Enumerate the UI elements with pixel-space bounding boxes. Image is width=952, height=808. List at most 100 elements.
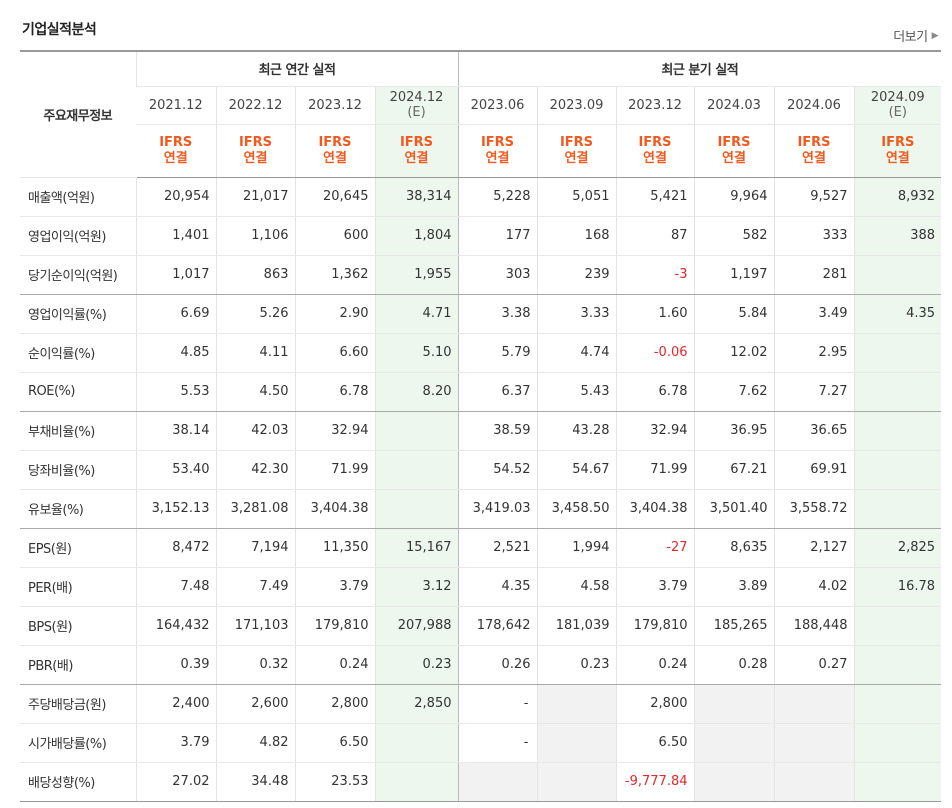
table-cell: 582 (693, 216, 774, 256)
table-row: 당좌비율(%) 53.40 42.30 71.99 54.52 54.67 71.99 67.… (20, 450, 942, 490)
table-cell (853, 684, 942, 724)
period-header: 2024.06 (773, 86, 854, 125)
table-cell (457, 762, 537, 802)
table-cell (536, 762, 616, 802)
table-body: 매출액(억원) 20,954 21,017 20,645 38,314 5,228 5,05… (20, 177, 942, 802)
table-cell: 3.79 (135, 723, 216, 763)
table-cell: 27.02 (135, 762, 216, 802)
table-cell: 7,194 (215, 528, 295, 568)
table-cell: 1.60 (615, 294, 694, 334)
period-year: 2024.03 (707, 97, 761, 113)
row-label: 순이익률(%) (20, 333, 136, 373)
table-cell: 5.26 (215, 294, 295, 334)
table-cell: 3.49 (773, 294, 854, 334)
table-cell: 23.53 (294, 762, 375, 802)
table-cell: 34.48 (215, 762, 295, 802)
table-cell: 168 (536, 216, 616, 256)
table-cell (773, 762, 854, 802)
period-header: 2023.09 (536, 86, 616, 125)
row-label: 시가배당률(%) (20, 723, 136, 763)
table-row: 당기순이익(억원) 1,017 863 1,362 1,955 303 239 -3 1,197… (20, 255, 942, 295)
table-cell: 15,167 (374, 528, 458, 568)
section-title: 기업실적분석 (22, 22, 97, 38)
table-cell: 6.50 (294, 723, 375, 763)
table-cell: 1,401 (135, 216, 216, 256)
basis-label: 연결 (643, 150, 667, 166)
period-header: 2023.06 (457, 86, 537, 125)
row-label: 부채비율(%) (20, 411, 136, 451)
period-header: 2024.03 (693, 86, 774, 125)
table-cell: 20,645 (294, 177, 375, 217)
estimate-marker: (E) (407, 105, 426, 120)
header-group-row: 주요재무정보 최근 연간 실적 최근 분기 실적 (20, 50, 942, 178)
period-year: 2023.12 (308, 97, 362, 113)
ifrs-label: IFRS (238, 134, 273, 150)
table-cell: 3.38 (457, 294, 537, 334)
table-row: 배당성향(%) 27.02 34.48 23.53 -9,777.84 (20, 762, 942, 802)
table-cell: 0.24 (294, 645, 375, 685)
table-cell: 2,521 (457, 528, 537, 568)
accounting-basis: IFRS 연결 (615, 124, 694, 178)
table-cell: 21,017 (215, 177, 295, 217)
table-cell (374, 762, 458, 802)
header-annual-group: 최근 연간 실적 (135, 50, 458, 87)
table-cell: 7.27 (773, 372, 854, 412)
period-header: 2023.12 (615, 86, 694, 125)
table-cell: 4.82 (215, 723, 295, 763)
ifrs-label: IFRS (638, 134, 672, 150)
table-cell: 178,642 (457, 606, 537, 646)
accounting-basis: IFRS 연결 (374, 124, 458, 178)
accounting-basis: IFRS 연결 (853, 124, 942, 178)
estimate-marker: (E) (888, 105, 907, 120)
table-cell (773, 684, 854, 724)
table-cell: 1,106 (215, 216, 295, 256)
period-year: 2021.12 (148, 97, 203, 113)
table-cell: 5.43 (536, 372, 616, 412)
table-cell (773, 723, 854, 763)
table-cell: 1,994 (536, 528, 616, 568)
table-cell: 3,501.40 (693, 489, 774, 529)
period-header: 2024.09 (E) (853, 86, 942, 125)
more-link[interactable]: 더보기 ▶ (893, 26, 938, 45)
table-cell: -27 (615, 528, 694, 568)
table-cell: 3,558.72 (773, 489, 854, 529)
ifrs-label: IFRS (717, 134, 751, 150)
table-cell (693, 762, 774, 802)
table-cell: 3.33 (536, 294, 616, 334)
table-cell: 171,103 (215, 606, 295, 646)
accounting-basis: IFRS 연결 (215, 124, 295, 178)
ifrs-label: IFRS (480, 134, 515, 150)
period-year: 2024.12 (389, 90, 444, 105)
table-cell: 2,127 (773, 528, 854, 568)
more-label: 더보기 (893, 30, 928, 45)
table-cell: 1,197 (693, 255, 774, 295)
table-cell: 177 (457, 216, 537, 256)
table-cell: 5,051 (536, 177, 616, 217)
table-row: 주당배당금(원) 2,400 2,600 2,800 2,850-2,800 (20, 684, 942, 724)
table-cell: 32.94 (615, 411, 694, 451)
table-cell (853, 333, 942, 373)
table-cell: 4.50 (215, 372, 295, 412)
table-cell: 2.90 (294, 294, 375, 334)
period-header: 2022.12 (215, 86, 295, 125)
table-cell (536, 684, 616, 724)
financial-summary-table: 주요재무정보 최근 연간 실적 최근 분기 실적 2021.12 2022.12 2… (20, 50, 942, 802)
table-cell: 42.30 (215, 450, 295, 490)
table-cell: 2,400 (135, 684, 216, 724)
table-cell: 53.40 (135, 450, 216, 490)
table-row: 부채비율(%) 38.14 42.03 32.94 38.59 43.28 32.94 36.… (20, 411, 942, 451)
table-cell: 0.32 (215, 645, 295, 685)
header-period-row: 2021.12 2022.12 2023.12 2024.12 (E) 2023.06 20… (20, 86, 942, 125)
table-cell: 2,600 (215, 684, 295, 724)
table-cell: 16.78 (853, 567, 942, 607)
table-cell: 0.39 (135, 645, 216, 685)
table-cell: 600 (294, 216, 375, 256)
table-cell: 179,810 (615, 606, 694, 646)
row-label: 주당배당금(원) (20, 684, 136, 724)
table-cell: 87 (615, 216, 694, 256)
header-basis-row: IFRS 연결 IFRS 연결 IFRS 연결 IFRS 연결 IFRS 연결 IFRS 연결 IFRS… (20, 124, 942, 178)
table-cell: 164,432 (135, 606, 216, 646)
table-cell: 0.26 (457, 645, 537, 685)
accounting-basis: IFRS 연결 (136, 124, 216, 178)
table-cell: 4.11 (215, 333, 295, 373)
